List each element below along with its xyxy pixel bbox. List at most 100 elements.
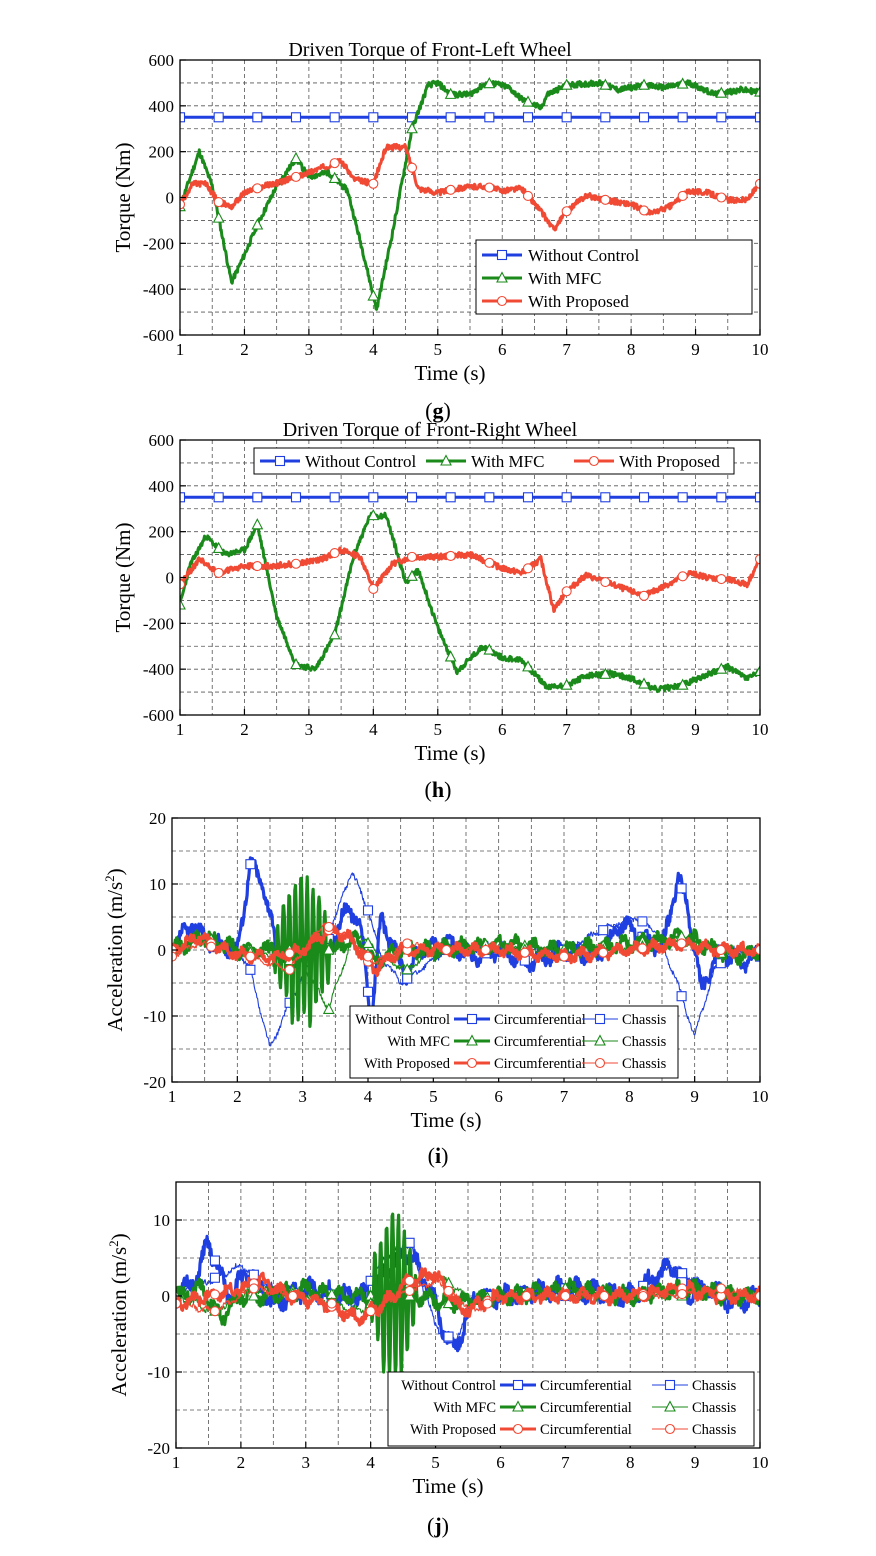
caption-j: (j) — [0, 1513, 876, 1539]
y-tick-label: 10 — [149, 875, 166, 894]
x-axis-label: Time (s) — [411, 1108, 482, 1132]
legend-marker — [596, 1015, 605, 1024]
x-tick-label: 7 — [561, 1453, 570, 1472]
series-marker — [444, 1286, 453, 1295]
series-marker — [481, 946, 490, 955]
legend-marker — [514, 1381, 523, 1390]
series-marker — [292, 559, 301, 568]
series-marker — [677, 992, 686, 1001]
x-tick-label: 4 — [369, 340, 378, 359]
x-tick-label: 5 — [429, 1087, 438, 1106]
series-marker — [292, 113, 301, 122]
series-marker — [600, 1292, 609, 1301]
series-marker — [364, 987, 373, 996]
legend-marker — [590, 457, 599, 466]
legend-marker — [666, 1381, 675, 1390]
series-marker — [368, 291, 378, 301]
legend-col-label: Chassis — [622, 1012, 667, 1028]
y-tick-label: -10 — [147, 1363, 170, 1382]
series-marker — [678, 1290, 687, 1299]
series-marker — [291, 153, 301, 163]
series-marker — [330, 493, 339, 502]
chart-title: Driven Torque of Front-Left Wheel — [288, 39, 572, 61]
y-axis-label: Torque (Nm) — [111, 523, 135, 633]
torque-chart-front-right: 1 2 3 4 5 6 7 8 9 10-600-400-2000200400600Time (s… — [0, 415, 876, 775]
series-marker — [214, 113, 223, 122]
series-marker — [253, 113, 262, 122]
series-marker — [446, 493, 455, 502]
y-tick-label: -200 — [143, 614, 174, 633]
legend-label: Without Control — [305, 452, 417, 471]
series-marker — [446, 185, 455, 194]
series-marker — [403, 939, 412, 948]
y-tick-label: 200 — [149, 523, 175, 542]
torque-chart-front-left: 1 2 3 4 5 6 7 8 9 10-600-400-2000200400600Time (s… — [0, 0, 876, 395]
y-tick-label: 20 — [149, 809, 166, 828]
series-marker — [246, 952, 255, 961]
legend-col-label: Circumferential — [494, 1034, 586, 1050]
chart-title: Driven Torque of Front-Right Wheel — [283, 419, 578, 441]
y-tick-label: -200 — [143, 234, 174, 253]
x-tick-label: 3 — [305, 340, 314, 359]
series-marker — [369, 584, 378, 593]
acceleration-chart-j: 1 2 3 4 5 6 7 8 9 10-20-10010Time (s)Acceleration… — [0, 1170, 876, 1515]
series-marker — [485, 183, 494, 192]
series-marker — [562, 207, 571, 216]
chart-panel-g: 1 2 3 4 5 6 7 8 9 10 -600 -400 -200 0 200 400 600 Time (s… — [0, 0, 876, 430]
legend-col-label: Circumferential — [540, 1378, 632, 1394]
series-marker — [405, 1286, 414, 1295]
x-tick-label: 9 — [691, 340, 700, 359]
legend: Without Control With MFC With Proposed — [254, 448, 734, 474]
grid — [180, 440, 760, 715]
series-marker — [638, 944, 647, 953]
series-marker — [324, 922, 333, 931]
x-tick-label: 5 — [431, 1453, 440, 1472]
acceleration-chart-i: 1 2 3 4 5 6 7 8 9 10-20-1001020Time (s)Accelerati… — [0, 800, 876, 1145]
y-tick-label: 0 — [166, 189, 175, 208]
legend-label: With MFC — [528, 269, 601, 288]
series-marker — [601, 578, 610, 587]
x-tick-label: 3 — [298, 1087, 307, 1106]
legend-row-label: With MFC — [387, 1034, 450, 1050]
x-tick-label: 7 — [562, 340, 571, 359]
legend-col-label: Chassis — [622, 1034, 667, 1050]
y-tick-label: -10 — [143, 1007, 166, 1026]
series-marker — [485, 558, 494, 567]
x-axis-label: Time (s) — [415, 741, 486, 765]
series-marker — [210, 1307, 219, 1316]
legend: Without Control With MFC With Proposed — [476, 240, 752, 314]
y-axis-label-text: Acceleration (m/s — [103, 882, 127, 1032]
series-marker — [330, 549, 339, 558]
series-marker — [327, 1299, 336, 1308]
legend-col-label: Chassis — [692, 1378, 737, 1394]
series-marker — [446, 551, 455, 560]
y-axis-label: Acceleration (m/s2) — [102, 868, 127, 1031]
series-marker — [485, 113, 494, 122]
series-marker — [562, 587, 571, 596]
series-marker — [640, 493, 649, 502]
legend-row-label: With MFC — [433, 1400, 496, 1416]
series-marker — [253, 184, 262, 193]
series-marker — [408, 493, 417, 502]
series-marker — [562, 493, 571, 502]
x-tick-label: 6 — [496, 1453, 505, 1472]
series-without-control — [176, 493, 765, 502]
series-marker — [408, 163, 417, 172]
series-marker — [285, 965, 294, 974]
chart-panel-i: 1 2 3 4 5 6 7 8 9 10 -20 -10 0 10 20 Time (s) Accelerati… — [0, 800, 876, 1180]
y-axis-label: Torque (Nm) — [111, 143, 135, 253]
series-marker — [599, 948, 608, 957]
x-tick-label: 8 — [625, 1087, 634, 1106]
series-marker — [210, 1273, 219, 1282]
series-marker — [717, 193, 726, 202]
plot-area — [175, 493, 765, 692]
series-marker — [366, 1307, 375, 1316]
y-tick-label: 10 — [153, 1211, 170, 1230]
series-marker — [369, 179, 378, 188]
series-marker — [717, 113, 726, 122]
x-tick-label: 7 — [562, 720, 571, 739]
series-marker — [292, 493, 301, 502]
series-marker — [678, 1269, 687, 1278]
legend-marker — [666, 1425, 675, 1434]
x-tick-label: 4 — [369, 720, 378, 739]
